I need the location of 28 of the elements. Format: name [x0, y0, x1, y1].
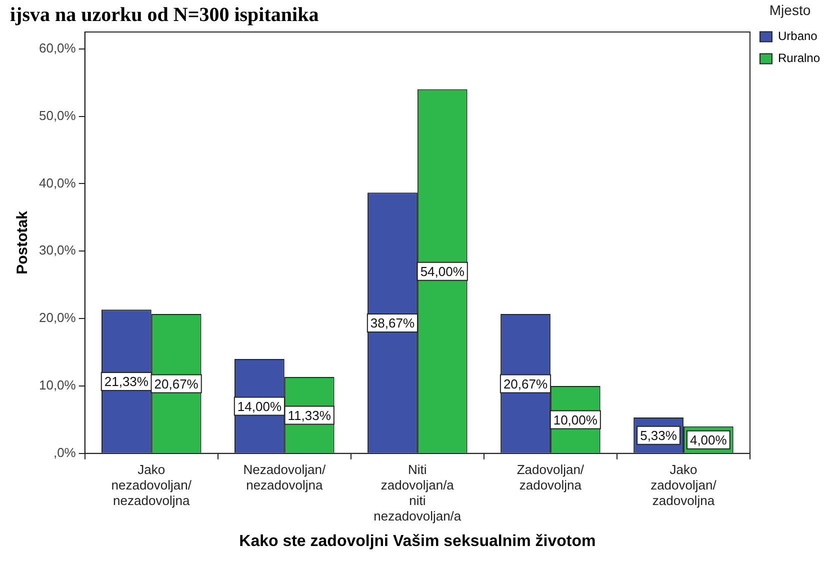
y-axis-title: Postotak: [14, 210, 32, 274]
legend-label: Urbano: [778, 29, 818, 44]
data-label: 11,33%: [288, 408, 332, 423]
y-tick-label: 60,0%: [38, 40, 76, 56]
y-tick-label: 10,0%: [38, 378, 76, 393]
x-tick-label: Jako zadovoljan/ zadovoljna: [650, 462, 717, 508]
data-label: 38,67%: [370, 316, 415, 331]
data-label: 14,00%: [237, 398, 282, 414]
x-tick-label: Jako nezadovoljan/ nezadovoljna: [111, 462, 192, 508]
chart-title: ijsva na uzorku od N=300 ispitanika: [10, 4, 319, 26]
y-tick-label: 30,0%: [38, 242, 76, 258]
y-tick-label: ,0%: [53, 444, 76, 460]
data-label: 20,67%: [154, 376, 199, 392]
data-label: 20,67%: [503, 376, 548, 392]
data-label: 21,33%: [104, 374, 149, 390]
data-label: 10,00%: [553, 412, 598, 428]
x-tick-label: Zadovoljan/ zadovoljna: [516, 462, 584, 492]
legend-label: Ruralno: [778, 51, 820, 66]
x-tick-label: Niti zadovoljan/a niti nezadovoljan/a: [374, 462, 462, 524]
legend-title: Mjesto: [769, 2, 811, 18]
data-label: 54,00%: [420, 264, 465, 279]
data-label: 5,33%: [640, 428, 678, 444]
data-label: 4,00%: [690, 432, 728, 448]
x-axis-title: Kako ste zadovoljni Vašim seksualnim životom: [239, 532, 596, 550]
y-tick-label: 50,0%: [38, 108, 76, 123]
x-tick-label: Nezadovoljan/ nezadovoljna: [243, 462, 326, 492]
y-tick-label: 40,0%: [38, 175, 76, 190]
y-tick-label: 20,0%: [38, 310, 76, 326]
